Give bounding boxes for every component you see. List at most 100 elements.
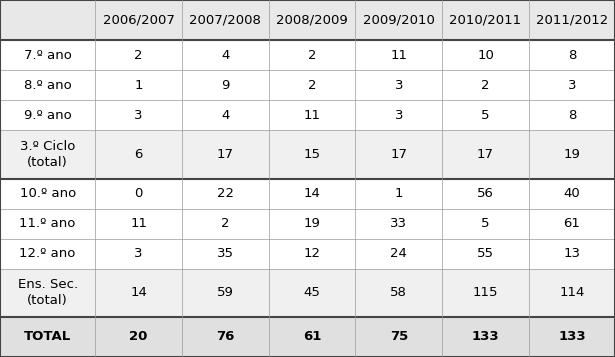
Text: 17: 17 <box>477 148 494 161</box>
Bar <box>442 317 529 357</box>
Bar <box>269 70 355 100</box>
Text: 19: 19 <box>304 217 320 230</box>
Text: 24: 24 <box>391 247 407 260</box>
Text: 5: 5 <box>482 109 490 122</box>
Text: 15: 15 <box>304 148 320 161</box>
Bar <box>182 208 269 238</box>
Text: 45: 45 <box>304 286 320 299</box>
Text: 59: 59 <box>217 286 234 299</box>
Text: 133: 133 <box>558 330 585 343</box>
Text: 11: 11 <box>130 217 147 230</box>
Bar <box>0 178 95 208</box>
Bar <box>355 178 442 208</box>
Text: 2008/2009: 2008/2009 <box>276 14 348 27</box>
Text: 10.º ano: 10.º ano <box>20 187 76 200</box>
Bar <box>182 100 269 130</box>
Bar <box>442 238 529 268</box>
Bar <box>182 40 269 70</box>
Text: 11: 11 <box>391 49 407 62</box>
Bar <box>355 268 442 317</box>
Bar <box>442 70 529 100</box>
Text: 75: 75 <box>390 330 408 343</box>
Text: 3: 3 <box>395 79 403 92</box>
Bar <box>0 100 95 130</box>
Bar <box>95 178 182 208</box>
Text: 2: 2 <box>221 217 229 230</box>
Bar <box>355 100 442 130</box>
Text: 2011/2012: 2011/2012 <box>536 14 608 27</box>
Text: 3: 3 <box>135 247 143 260</box>
Text: 0: 0 <box>135 187 143 200</box>
Text: 14: 14 <box>130 286 147 299</box>
Text: 10: 10 <box>477 49 494 62</box>
Bar <box>0 70 95 100</box>
Bar <box>182 238 269 268</box>
Text: 8: 8 <box>568 109 576 122</box>
Text: 4: 4 <box>221 109 229 122</box>
Text: 40: 40 <box>563 187 581 200</box>
Text: 8.º ano: 8.º ano <box>24 79 71 92</box>
Text: 114: 114 <box>559 286 585 299</box>
Bar <box>529 70 615 100</box>
Text: 61: 61 <box>303 330 321 343</box>
Bar <box>0 317 95 357</box>
Bar <box>355 40 442 70</box>
Bar <box>182 317 269 357</box>
Text: 3: 3 <box>135 109 143 122</box>
Text: 13: 13 <box>563 247 581 260</box>
Bar <box>95 100 182 130</box>
Bar <box>442 0 529 40</box>
Bar <box>529 268 615 317</box>
Text: 76: 76 <box>216 330 234 343</box>
Bar <box>95 268 182 317</box>
Bar <box>269 40 355 70</box>
Text: 3: 3 <box>395 109 403 122</box>
Text: 20: 20 <box>130 330 148 343</box>
Bar <box>529 0 615 40</box>
Text: 1: 1 <box>135 79 143 92</box>
Text: 58: 58 <box>391 286 407 299</box>
Text: 9.º ano: 9.º ano <box>24 109 71 122</box>
Bar <box>269 0 355 40</box>
Bar <box>0 40 95 70</box>
Bar <box>0 130 95 178</box>
Bar <box>355 70 442 100</box>
Text: 2: 2 <box>308 49 316 62</box>
Text: 17: 17 <box>391 148 407 161</box>
Bar <box>0 0 95 40</box>
Text: 19: 19 <box>563 148 581 161</box>
Bar <box>355 130 442 178</box>
Bar <box>355 0 442 40</box>
Bar <box>355 238 442 268</box>
Text: 2: 2 <box>135 49 143 62</box>
Text: 8: 8 <box>568 49 576 62</box>
Bar <box>529 40 615 70</box>
Bar <box>269 268 355 317</box>
Bar <box>442 130 529 178</box>
Bar <box>529 317 615 357</box>
Bar <box>442 268 529 317</box>
Bar <box>95 317 182 357</box>
Bar <box>182 268 269 317</box>
Text: 56: 56 <box>477 187 494 200</box>
Text: 22: 22 <box>217 187 234 200</box>
Text: 2010/2011: 2010/2011 <box>450 14 522 27</box>
Text: 61: 61 <box>563 217 581 230</box>
Text: 35: 35 <box>217 247 234 260</box>
Bar <box>529 178 615 208</box>
Bar <box>0 268 95 317</box>
Bar <box>95 40 182 70</box>
Text: 17: 17 <box>217 148 234 161</box>
Bar <box>182 178 269 208</box>
Text: 11: 11 <box>304 109 320 122</box>
Bar <box>529 100 615 130</box>
Bar <box>182 70 269 100</box>
Text: 133: 133 <box>472 330 499 343</box>
Bar <box>182 130 269 178</box>
Text: 33: 33 <box>391 217 407 230</box>
Text: 2007/2008: 2007/2008 <box>189 14 261 27</box>
Bar <box>269 100 355 130</box>
Bar <box>0 208 95 238</box>
Text: 5: 5 <box>482 217 490 230</box>
Text: 11.º ano: 11.º ano <box>20 217 76 230</box>
